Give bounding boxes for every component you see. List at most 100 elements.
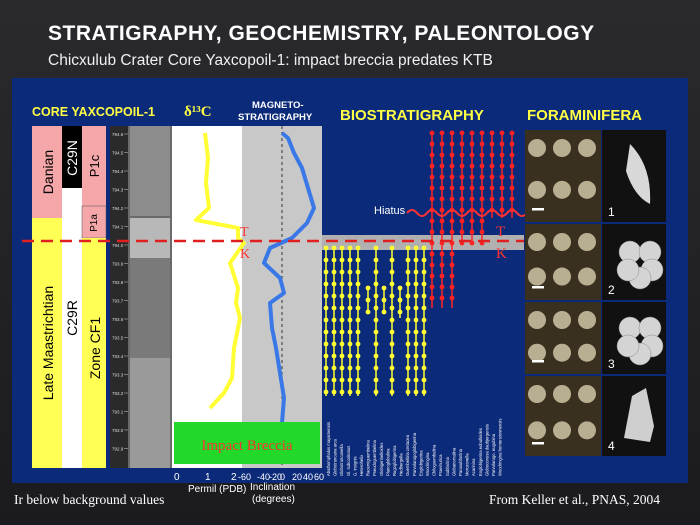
paleocene-sample: [499, 141, 505, 147]
cretaceous-sample: [421, 245, 427, 251]
c29n-block: [62, 126, 82, 188]
paleocene-sample: [439, 295, 445, 301]
cretaceous-sample: [389, 245, 395, 251]
cretaceous-sample: [421, 269, 427, 275]
cretaceous-sample: [355, 365, 361, 371]
kt-gray-band: [322, 235, 524, 250]
paleocene-sample: [459, 130, 465, 136]
foram-grain: [553, 343, 571, 362]
species-label: Parasubbotina: [458, 448, 463, 476]
paleocene-sample: [499, 174, 505, 180]
paleocene-sample: [499, 152, 505, 158]
cretaceous-sample: [389, 329, 395, 335]
cretaceous-sample: [421, 389, 427, 395]
label-p1c: P1c: [87, 154, 102, 177]
cretaceous-sample: [355, 353, 361, 359]
species-label: Globotruncanella: [339, 444, 344, 476]
cretaceous-sample: [323, 257, 329, 263]
paleocene-sample: [439, 174, 445, 180]
depth-label: 794.1: [112, 225, 124, 230]
cf1-block: [82, 238, 106, 468]
cretaceous-sample: [347, 281, 353, 287]
cretaceous-sample: [405, 365, 411, 371]
cretaceous-sample: [365, 285, 371, 291]
foram-number: 2: [608, 283, 615, 297]
depth-label: 793.7: [112, 299, 124, 304]
cretaceous-sample: [323, 305, 329, 311]
species-label: Subbotina: [445, 456, 450, 476]
cretaceous-sample: [331, 269, 337, 275]
header-core: CORE YAXCOPOIL-1: [32, 105, 155, 119]
species-label: Heterohelix: [359, 454, 364, 476]
paleocene-sample: [449, 141, 455, 147]
paleocene-sample: [509, 152, 515, 158]
cretaceous-sample: [413, 389, 419, 395]
species-label: Woodringina hornerstownensis: [498, 419, 503, 476]
paleocene-sample: [449, 273, 455, 279]
magnetostratigraphy-curve: [262, 131, 316, 424]
label-c29r: C29R: [64, 300, 80, 336]
cretaceous-sample: [373, 329, 379, 335]
maastrichtian-block: [32, 218, 62, 468]
cretaceous-sample: [347, 341, 353, 347]
cretaceous-sample: [421, 329, 427, 335]
cretaceous-sample: [389, 281, 395, 287]
foram-number: 4: [608, 439, 615, 453]
cretaceous-sample: [339, 353, 345, 359]
paleocene-sample: [469, 229, 475, 235]
foram-grain: [553, 385, 571, 403]
paleocene-sample: [499, 163, 505, 169]
cretaceous-sample: [397, 309, 403, 315]
cretaceous-sample: [413, 269, 419, 275]
cretaceous-sample: [323, 329, 329, 335]
paleocene-sample: [449, 229, 455, 235]
page-title: STRATIGRAPHY, GEOCHEMISTRY, PALEONTOLOGY: [48, 22, 595, 45]
iso-tick-1: 1: [205, 472, 211, 483]
paleocene-sample: [439, 130, 445, 136]
foram-grain: [528, 311, 546, 329]
cretaceous-sample: [339, 269, 345, 275]
depth-label: 792.9: [112, 447, 124, 452]
isotope-axis-label: Permil (PDB): [188, 484, 247, 495]
paleocene-sample: [449, 185, 455, 191]
cretaceous-sample: [421, 353, 427, 359]
cretaceous-sample: [331, 245, 337, 251]
paleocene-sample: [499, 207, 505, 213]
cretaceous-sample: [389, 317, 395, 323]
caption-left: Ir below background values: [14, 492, 165, 507]
danian-block: [32, 126, 62, 218]
foram-grain: [578, 233, 596, 251]
paleocene-sample: [429, 163, 435, 169]
cretaceous-sample: [413, 365, 419, 371]
paleocene-sample: [449, 218, 455, 224]
foram-specimen: [624, 388, 654, 442]
depth-label: 794.4: [112, 169, 124, 174]
species-label: Abathomphalus mayaroensis: [326, 422, 331, 476]
paleocene-sample: [469, 218, 475, 224]
paleocene-sample: [509, 130, 515, 136]
paleocene-sample: [489, 141, 495, 147]
foram-grain: [553, 267, 571, 286]
cretaceous-sample: [355, 281, 361, 287]
species-label: Globanomalina: [451, 447, 456, 476]
cretaceous-sample: [389, 293, 395, 299]
cretaceous-sample: [339, 317, 345, 323]
cretaceous-sample: [389, 269, 395, 275]
foram-grain: [578, 267, 596, 286]
paleocene-sample: [479, 130, 485, 136]
paleocene-sample: [479, 218, 485, 224]
paleocene-sample: [439, 218, 445, 224]
cretaceous-sample: [331, 257, 337, 263]
paleocene-sample: [469, 141, 475, 147]
depth-label: 793.0: [112, 428, 124, 433]
cretaceous-sample: [355, 317, 361, 323]
cretaceous-sample: [389, 257, 395, 263]
paleocene-sample: [459, 185, 465, 191]
label-p1a: P1a: [89, 214, 100, 232]
cretaceous-sample: [389, 353, 395, 359]
cretaceous-sample: [381, 297, 387, 303]
cretaceous-sample: [397, 297, 403, 303]
incl-tick-neg40: -40: [257, 472, 270, 482]
paleocene-sample: [429, 130, 435, 136]
paleocene-sample: [509, 141, 515, 147]
